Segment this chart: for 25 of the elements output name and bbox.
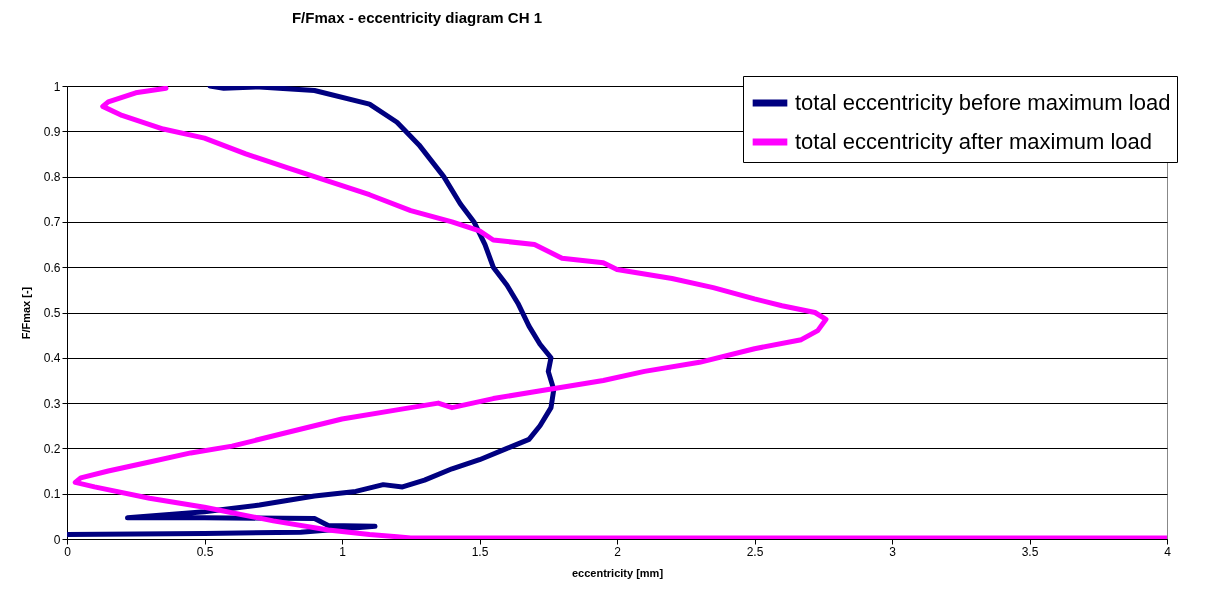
chart-title: F/Fmax - eccentricity diagram CH 1 [291, 8, 543, 26]
x-tick-label: 3 [889, 544, 897, 559]
y-tick-label: 0.7 [43, 215, 61, 230]
y-tick-label: 1 [53, 79, 61, 94]
y-tick-label: 0.2 [43, 441, 61, 456]
y-tick-label: 0.6 [43, 260, 61, 275]
y-axis-title: F/Fmax [-] [19, 286, 32, 340]
x-tick-label: 0 [64, 544, 72, 559]
y-tick-label: 0.8 [43, 170, 61, 185]
x-tick-label: 3.5 [1021, 544, 1039, 559]
x-axis-title: eccentricity [mm] [571, 566, 664, 579]
y-tick-label: 0.4 [43, 351, 61, 366]
y-tick-label: 0.9 [43, 124, 61, 139]
x-tick-label: 0.5 [196, 544, 214, 559]
legend-label: total eccentricity before maximum load [795, 90, 1171, 115]
legend-label: total eccentricity after maximum load [795, 129, 1153, 154]
y-tick-label: 0.1 [43, 487, 61, 502]
y-tick-label: 0.5 [43, 306, 61, 320]
y-tick-label: 0 [53, 532, 61, 547]
x-tick-label: 1 [339, 544, 347, 559]
x-tick-label: 1.5 [471, 544, 489, 559]
x-tick-label: 2.5 [746, 544, 764, 559]
y-tick-label: 0.3 [43, 396, 61, 411]
x-tick-label: 2 [614, 544, 622, 559]
x-tick-label: 4 [1164, 544, 1172, 559]
